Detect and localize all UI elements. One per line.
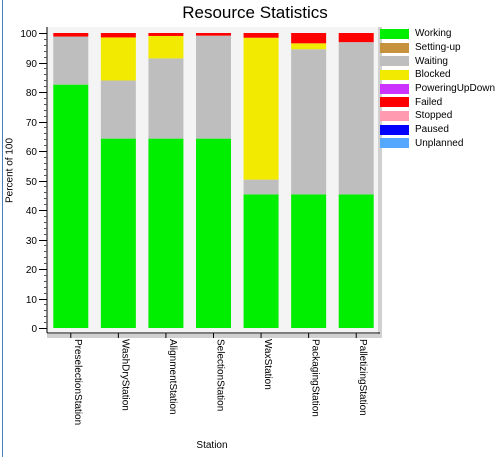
bar-segment-waiting (291, 49, 327, 195)
bar-segment-waiting (338, 42, 374, 195)
bar-segment-working (196, 138, 231, 328)
legend-swatch (380, 97, 409, 108)
legend-label: Unplanned (415, 137, 464, 149)
bar-segment-working (100, 138, 136, 328)
chart-title: Resource Statistics (182, 3, 328, 22)
legend-item: Failed (380, 95, 502, 109)
y-tick-label: 40 (26, 206, 38, 217)
bar-segment-blocked (100, 37, 136, 81)
legend-swatch (380, 138, 409, 149)
x-tick-label: PalletizingStation (357, 339, 368, 416)
x-tick-label: AlignmentStation (167, 339, 178, 415)
bar-segment-waiting (148, 58, 184, 139)
x-tick-label: WashDryStation (119, 339, 130, 411)
bar-segment-failed (338, 33, 374, 43)
legend-swatch (380, 124, 409, 135)
legend-swatch (380, 69, 409, 80)
y-tick-label: 70 (26, 118, 38, 129)
legend-label: Waiting (415, 55, 448, 67)
bar-segment-blocked (291, 43, 327, 50)
bar-segment-failed (243, 33, 279, 38)
y-tick-label: 0 (31, 324, 37, 335)
bar-segment-waiting (243, 179, 279, 195)
legend-item: Stopped (380, 109, 502, 123)
legend-label: Paused (415, 124, 449, 136)
y-tick-label: 20 (26, 265, 38, 276)
x-tick-label: PackagingStation (310, 339, 321, 417)
legend-item: Waiting (380, 54, 502, 68)
bar-segment-waiting (196, 35, 231, 139)
legend-item: Unplanned (380, 137, 502, 151)
legend-label: Setting-up (415, 42, 461, 54)
legend-label: Blocked (415, 69, 451, 81)
y-tick-label: 80 (26, 88, 38, 99)
legend-item: Setting-up (380, 41, 502, 55)
bar-segment-failed (196, 33, 231, 36)
legend-label: PoweringUpDown (415, 83, 496, 95)
y-axis-title: Percent of 100 (4, 137, 16, 204)
legend-label: Working (415, 28, 452, 40)
bar-segment-working (243, 194, 279, 328)
legend-label: Failed (415, 96, 443, 108)
bar-segment-working (148, 138, 184, 328)
legend-swatch (380, 110, 409, 121)
y-tick-label: 60 (26, 147, 38, 158)
y-tick-label: 30 (26, 236, 38, 247)
legend-item: PoweringUpDown (380, 82, 502, 96)
legend-item: Paused (380, 123, 502, 137)
legend: Working Setting-up Waiting Blocked PoweringU… (380, 27, 502, 150)
bar-segment-working (53, 84, 89, 328)
legend-item: Working (380, 27, 502, 41)
legend-swatch (380, 83, 409, 94)
bar-segment-waiting (53, 36, 89, 85)
bar-segment-working (338, 194, 374, 328)
legend-label: Stopped (415, 110, 453, 122)
legend-item: Blocked (380, 68, 502, 82)
bar-segment-failed (100, 33, 136, 38)
y-tick-label: 90 (26, 59, 38, 70)
bar-segment-working (291, 194, 327, 328)
bar-segment-blocked (148, 35, 184, 59)
bar-segment-waiting (100, 80, 136, 139)
x-tick-label: PreselectionStation (72, 339, 83, 425)
bar-segment-failed (148, 33, 184, 36)
x-tick-label: SelectionStation (215, 339, 226, 411)
legend-swatch (380, 42, 409, 53)
x-tick-label: WaxStation (262, 339, 273, 390)
bar-segment-failed (291, 33, 327, 44)
left-border-line (2, 0, 3, 457)
y-tick-label: 50 (26, 177, 38, 188)
legend-swatch (380, 28, 409, 39)
y-tick-label: 100 (20, 29, 37, 40)
y-tick-label: 10 (26, 295, 38, 306)
bar-segment-failed (53, 33, 89, 37)
x-axis-title: Station (196, 440, 228, 451)
bar-segment-blocked (243, 37, 279, 180)
legend-swatch (380, 56, 409, 67)
